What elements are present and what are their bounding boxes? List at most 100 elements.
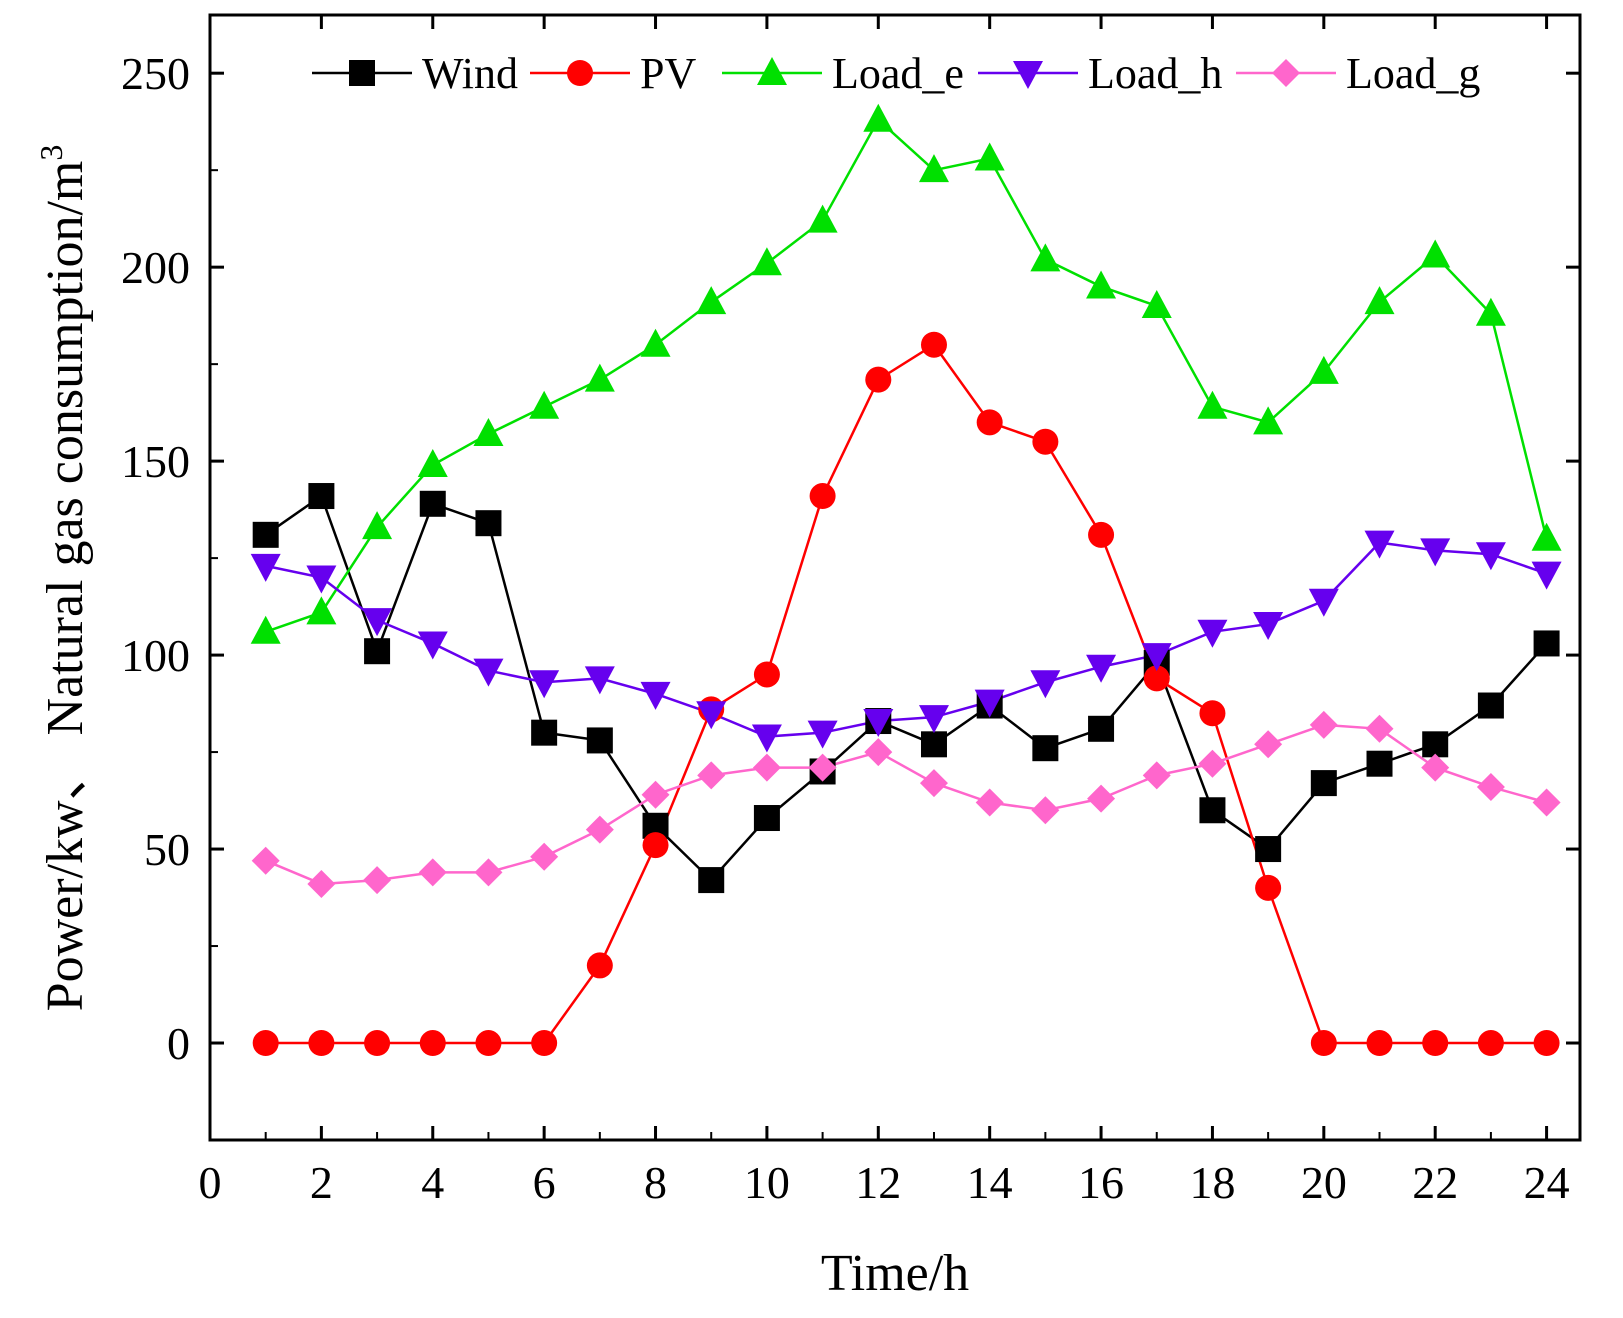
data-point-load-e	[918, 154, 949, 183]
series-line-load-g	[265, 723, 1547, 886]
data-point-pv	[252, 1030, 279, 1057]
data-point-load-h	[473, 658, 504, 687]
data-point-load-e	[417, 449, 448, 477]
x-tick-label: 14	[967, 1157, 1013, 1208]
data-point-wind	[475, 510, 502, 537]
data-point-wind	[531, 719, 558, 746]
data-point-load-g	[1142, 761, 1171, 790]
data-point-pv	[753, 661, 780, 688]
data-point-load-g	[1309, 710, 1338, 739]
data-point-pv	[642, 832, 669, 859]
data-point-load-g	[641, 780, 670, 809]
data-point-load-e	[1030, 243, 1061, 272]
series-line-wind	[264, 494, 1548, 882]
data-point-load-e	[974, 142, 1005, 171]
data-point-load-h	[1531, 561, 1562, 590]
data-point-pv	[809, 483, 836, 510]
data-point-load-e	[584, 363, 615, 392]
data-point-load-g	[1198, 749, 1227, 778]
data-point-pv	[1088, 521, 1115, 548]
y-tick-label: 200	[121, 242, 190, 293]
data-point-load-e	[1420, 239, 1451, 268]
data-point-load-h	[1197, 619, 1228, 648]
data-point-load-g	[363, 866, 392, 895]
data-point-load-g	[1254, 730, 1283, 759]
data-point-load-e	[640, 328, 671, 357]
data-point-load-g	[864, 738, 893, 767]
data-point-load-h	[751, 724, 782, 753]
y-axis-title: Power/kw、 Natural gas consumption/m3	[33, 145, 94, 1012]
data-point-load-g	[1421, 753, 1450, 782]
data-point-load-g	[919, 769, 948, 798]
data-point-wind	[1422, 731, 1449, 758]
data-point-load-h	[529, 670, 560, 699]
data-point-load-e	[1475, 297, 1506, 326]
data-point-load-e	[1531, 522, 1562, 551]
data-point-load-h	[306, 565, 337, 594]
data-point-pv	[475, 1030, 502, 1057]
x-tick-label: 4	[421, 1157, 444, 1208]
data-point-pv	[531, 1030, 558, 1057]
data-point-load-e	[696, 286, 727, 315]
data-point-load-h	[1364, 530, 1395, 559]
series-line-pv	[265, 343, 1547, 1045]
x-tick-label: 20	[1301, 1157, 1347, 1208]
data-point-load-h	[362, 608, 393, 637]
data-point-load-h	[1475, 542, 1506, 571]
data-point-load-g	[251, 846, 280, 875]
legend-label-wind: Wind	[422, 49, 518, 98]
data-point-load-e	[1141, 289, 1172, 318]
data-point-load-g	[808, 753, 837, 782]
x-tick-label: 22	[1412, 1157, 1458, 1208]
data-point-pv	[1143, 665, 1170, 692]
legend-label-load-h: Load_h	[1088, 49, 1222, 98]
y-tick-label: 100	[121, 630, 190, 681]
legend-label-pv: PV	[640, 49, 696, 98]
data-point-pv	[308, 1030, 335, 1057]
data-point-load-g	[585, 815, 614, 844]
data-point-pv	[865, 366, 892, 393]
data-point-pv	[1477, 1030, 1504, 1057]
data-point-wind	[586, 727, 613, 754]
data-point-load-e	[807, 204, 838, 233]
legend-label-load-g: Load_g	[1346, 49, 1480, 98]
data-point-load-h	[918, 705, 949, 734]
data-point-pv	[920, 331, 947, 358]
x-tick-label: 0	[199, 1157, 222, 1208]
data-point-load-e	[1086, 270, 1117, 299]
data-point-pv	[1032, 428, 1059, 455]
data-point-wind	[1366, 750, 1393, 777]
data-point-load-h	[1253, 612, 1284, 641]
data-point-wind	[1255, 836, 1282, 863]
data-point-wind	[753, 805, 780, 832]
data-point-load-h	[417, 631, 448, 660]
legend-marker-load-g	[1272, 59, 1300, 87]
data-point-wind	[364, 638, 391, 665]
x-tick-label: 6	[533, 1157, 556, 1208]
data-point-load-e	[863, 103, 894, 132]
data-point-wind	[920, 731, 947, 758]
data-point-load-h	[640, 681, 671, 710]
legend-marker-load-h	[1013, 61, 1043, 89]
data-point-load-h	[863, 709, 894, 738]
x-tick-label: 10	[744, 1157, 790, 1208]
data-point-load-g	[1532, 788, 1561, 817]
legend-label-load-e: Load_e	[832, 49, 964, 98]
legend-marker-pv	[567, 60, 593, 86]
data-point-load-h	[1086, 654, 1117, 683]
data-point-load-e	[1253, 406, 1284, 435]
x-tick-label: 2	[310, 1157, 333, 1208]
data-point-load-e	[529, 390, 560, 419]
data-point-load-g	[418, 858, 447, 887]
series-line-load-h	[265, 541, 1547, 738]
y-tick-label: 150	[121, 436, 190, 487]
y-axis-title-main: Power/kw、 Natural gas consumption/m	[37, 161, 94, 1012]
data-point-load-h	[584, 666, 615, 695]
data-point-load-g	[1087, 784, 1116, 813]
data-point-pv	[1533, 1030, 1560, 1057]
data-point-load-g	[1476, 772, 1505, 801]
y-tick-label: 250	[121, 48, 190, 99]
data-point-load-h	[250, 553, 281, 582]
data-point-load-e	[250, 615, 281, 644]
y-axis-title-superscript: 3	[33, 145, 69, 161]
